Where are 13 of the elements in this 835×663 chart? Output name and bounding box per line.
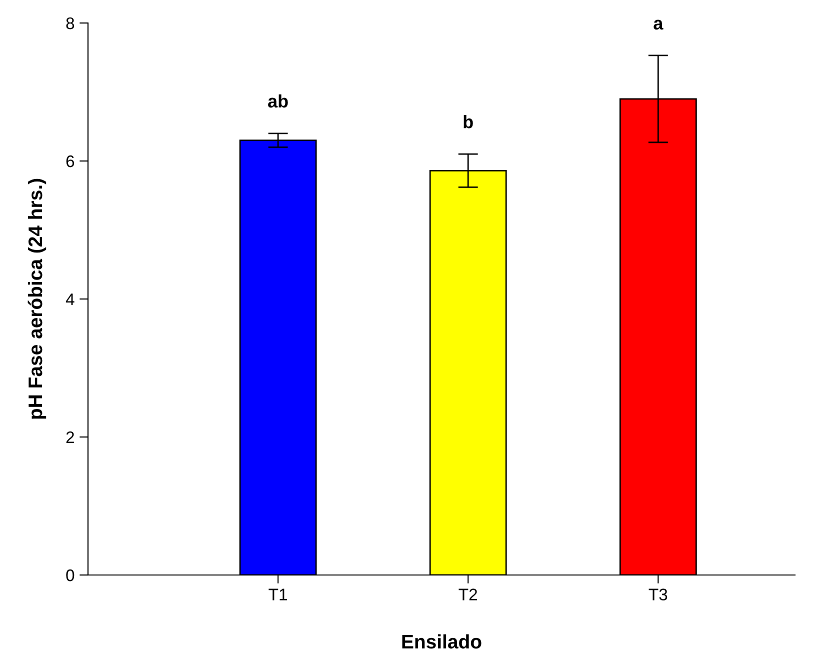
y-tick-label: 0 <box>66 569 74 582</box>
x-axis-title: Ensilado <box>402 634 482 649</box>
y-tick-label: 2 <box>66 431 74 444</box>
y-tick-label: 4 <box>66 294 74 306</box>
y-tick-label: 8 <box>66 17 74 30</box>
annotation: a <box>654 20 664 30</box>
y-tick-label: 6 <box>66 155 74 168</box>
x-tick-label: T2 <box>458 588 477 600</box>
annotation: ab <box>268 94 288 108</box>
y-axis-title: pH Fase aeróbica (24 hrs.) <box>28 178 46 419</box>
annotation: b <box>464 115 473 128</box>
x-tick-label: T3 <box>648 588 668 600</box>
x-tick-label: T1 <box>268 588 287 600</box>
